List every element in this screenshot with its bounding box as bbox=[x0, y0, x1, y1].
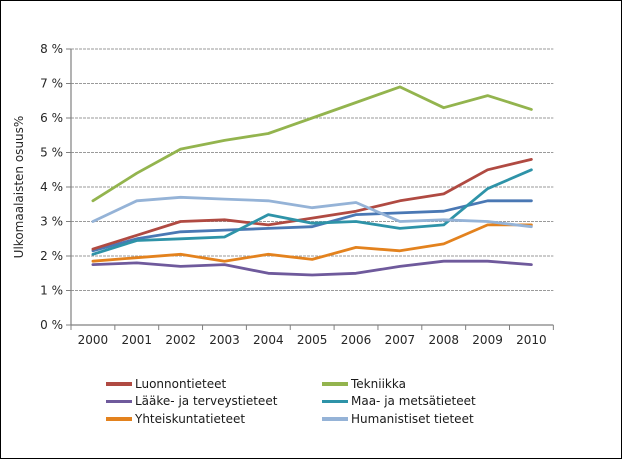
legend-label: Yhteiskuntatieteet bbox=[135, 411, 246, 426]
legend-item-luonnontieteet: Luonnontieteet bbox=[106, 375, 277, 393]
series-line-humanistiset-tieteet bbox=[91, 195, 533, 229]
legend-item-humanistiset-tieteet: Humanistiset tieteet bbox=[322, 410, 476, 428]
y-tick-label: 2 % bbox=[40, 249, 63, 263]
legend-swatch-luonnontieteet bbox=[106, 382, 132, 386]
x-tick-label: 2010 bbox=[516, 333, 547, 347]
legend-swatch-maa-ja-metsatieteet bbox=[322, 399, 348, 403]
x-tick-label: 2007 bbox=[385, 333, 416, 347]
y-tick-label: 1 % bbox=[40, 284, 63, 298]
legend-swatch-yhteiskuntatieteet bbox=[106, 417, 132, 421]
x-tick-label: 2006 bbox=[341, 333, 372, 347]
y-tick-label: 3 % bbox=[40, 215, 63, 229]
x-tick-label: 2000 bbox=[78, 333, 109, 347]
y-tick-label: 0 % bbox=[40, 318, 63, 332]
legend-column-1: Luonnontieteet Lääke- ja terveystieteet Yh… bbox=[106, 375, 277, 428]
y-tick-label: 7 % bbox=[40, 77, 63, 91]
y-tick-label: 8 % bbox=[40, 42, 63, 56]
y-tick-label: 5 % bbox=[40, 146, 63, 160]
legend-swatch-humanistiset-tieteet bbox=[322, 417, 348, 421]
x-tick-label: 2003 bbox=[209, 333, 240, 347]
legend-label: Tekniikka bbox=[351, 376, 406, 391]
y-tick-label: 4 % bbox=[40, 180, 63, 194]
series-line-tekniikka bbox=[91, 85, 533, 203]
legend-item-maa-ja-metsatieteet: Maa- ja metsätieteet bbox=[322, 393, 476, 411]
series-line-unlabeled bbox=[91, 199, 533, 253]
series-line-laake-ja-terveystieteet bbox=[91, 259, 533, 277]
legend-label: Maa- ja metsätieteet bbox=[351, 394, 476, 409]
legend-label: Lääke- ja terveystieteet bbox=[135, 394, 278, 409]
legend-swatch-tekniikka bbox=[322, 382, 348, 386]
y-axis-title: Ulkomaalaisten osuus% bbox=[12, 116, 26, 259]
series-line-yhteiskuntatieteet bbox=[91, 223, 533, 263]
series-line-luonnontieteet bbox=[91, 157, 533, 251]
x-tick-label: 2001 bbox=[122, 333, 153, 347]
y-tick-label: 6 % bbox=[40, 111, 63, 125]
series-line-maa-ja-metsatieteet bbox=[91, 168, 533, 256]
x-tick-label: 2004 bbox=[253, 333, 284, 347]
legend-label: Humanistiset tieteet bbox=[351, 411, 474, 426]
legend-column-2: Tekniikka Maa- ja metsätieteet Humanistise… bbox=[322, 375, 476, 428]
legend-swatch-laake-ja-terveystieteet bbox=[106, 399, 132, 403]
x-tick-label: 2005 bbox=[297, 333, 328, 347]
legend-item-laake-ja-terveystieteet: Lääke- ja terveystieteet bbox=[106, 393, 277, 411]
x-tick-label: 2002 bbox=[165, 333, 196, 347]
x-tick-label: 2009 bbox=[472, 333, 503, 347]
legend-item-tekniikka: Tekniikka bbox=[322, 375, 476, 393]
legend-item-yhteiskuntatieteet: Yhteiskuntatieteet bbox=[106, 410, 277, 428]
legend-label: Luonnontieteet bbox=[135, 376, 227, 391]
x-tick-label: 2008 bbox=[428, 333, 459, 347]
